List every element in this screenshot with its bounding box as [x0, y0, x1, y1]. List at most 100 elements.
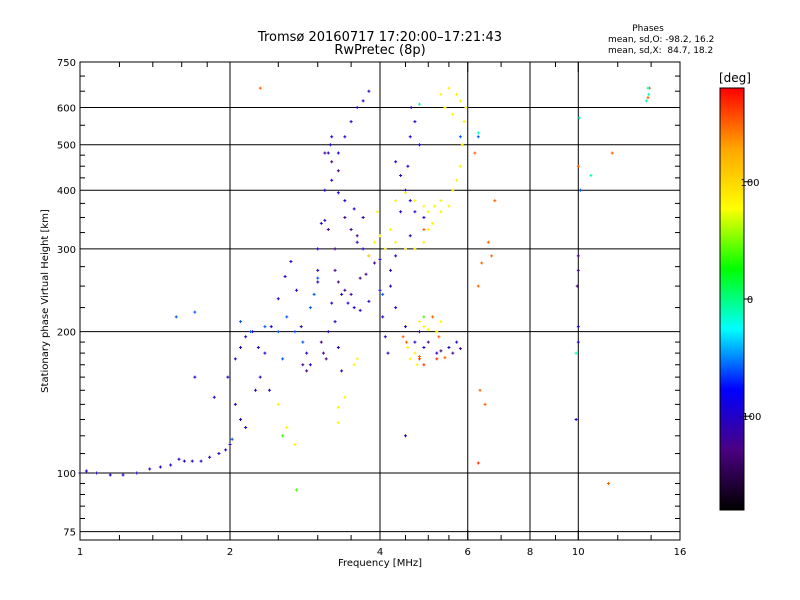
data-point	[182, 459, 186, 463]
data-point	[135, 471, 139, 475]
data-point	[358, 308, 362, 312]
data-point	[316, 268, 320, 272]
data-point	[378, 257, 382, 261]
data-point	[422, 315, 426, 319]
data-point	[447, 204, 451, 208]
data-point	[281, 357, 285, 361]
data-point	[174, 315, 178, 319]
data-point	[312, 292, 316, 296]
data-point	[480, 261, 484, 265]
data-point	[422, 227, 426, 231]
data-point	[323, 188, 327, 192]
data-point	[646, 86, 650, 90]
data-point	[413, 120, 417, 124]
data-point	[403, 247, 407, 251]
data-point	[276, 402, 280, 406]
data-point	[336, 191, 340, 195]
data-point	[324, 357, 328, 361]
data-point	[431, 315, 435, 319]
data-point	[352, 306, 356, 310]
grid-lines	[80, 62, 680, 540]
data-point	[336, 421, 340, 425]
data-point	[406, 346, 410, 350]
y-tick-label: 200	[57, 328, 76, 339]
data-point	[333, 320, 337, 324]
data-point	[576, 340, 580, 344]
data-point	[355, 240, 359, 244]
data-point	[439, 199, 443, 203]
data-point	[389, 284, 393, 288]
data-point	[447, 86, 451, 90]
data-point	[295, 488, 299, 492]
data-point	[408, 199, 412, 203]
data-point	[574, 351, 578, 355]
data-point	[199, 459, 203, 463]
data-point	[285, 315, 289, 319]
data-point	[333, 247, 337, 251]
data-point	[293, 442, 297, 446]
data-point	[435, 351, 439, 355]
data-point	[486, 240, 490, 244]
data-point	[409, 106, 413, 110]
x-tick-label: 4	[377, 547, 383, 558]
data-point	[228, 442, 232, 446]
data-point	[253, 388, 257, 392]
data-point	[426, 340, 430, 344]
data-point	[576, 268, 580, 272]
y-tick-label: 400	[57, 186, 76, 197]
data-point	[403, 325, 407, 329]
data-point	[415, 363, 419, 367]
data-point	[323, 218, 327, 222]
y-tick-label: 600	[57, 104, 76, 115]
data-point	[316, 276, 320, 280]
data-point	[108, 473, 112, 477]
data-point	[244, 425, 248, 429]
data-point	[644, 99, 648, 103]
data-point	[316, 280, 320, 284]
y-tick-label: 750	[57, 58, 76, 69]
data-point	[426, 227, 430, 231]
data-point	[308, 306, 312, 310]
data-point	[478, 388, 482, 392]
data-point	[367, 254, 371, 258]
data-point	[389, 227, 393, 231]
data-point	[352, 363, 356, 367]
y-tick-label: 500	[57, 141, 76, 152]
data-point	[578, 188, 582, 192]
data-point	[352, 207, 356, 211]
data-point	[84, 469, 88, 473]
colorbar-gradient	[719, 87, 745, 511]
data-point	[458, 99, 462, 103]
data-point	[408, 135, 412, 139]
data-point	[276, 330, 280, 334]
data-point	[422, 325, 426, 329]
data-point	[399, 173, 403, 177]
data-point	[403, 434, 407, 438]
data-points	[78, 86, 652, 492]
colorbar-tick-label: -100	[739, 412, 762, 423]
data-point	[224, 448, 228, 452]
data-point	[422, 363, 426, 367]
data-point	[576, 254, 580, 258]
data-point	[343, 199, 347, 203]
data-point	[301, 340, 305, 344]
data-point	[343, 135, 347, 139]
data-point	[244, 335, 248, 339]
data-point	[403, 188, 407, 192]
data-point	[378, 234, 382, 238]
data-point	[340, 292, 344, 296]
data-point	[576, 164, 580, 168]
data-point	[336, 151, 340, 155]
data-point	[386, 351, 390, 355]
data-point	[433, 204, 437, 208]
x-tick-label: 2	[227, 547, 233, 558]
data-point	[451, 112, 455, 116]
data-point	[394, 160, 398, 164]
data-point	[435, 330, 439, 334]
data-point	[413, 351, 417, 355]
data-point	[326, 227, 330, 231]
data-point	[417, 143, 421, 147]
data-point	[413, 247, 417, 251]
data-point	[95, 471, 99, 475]
